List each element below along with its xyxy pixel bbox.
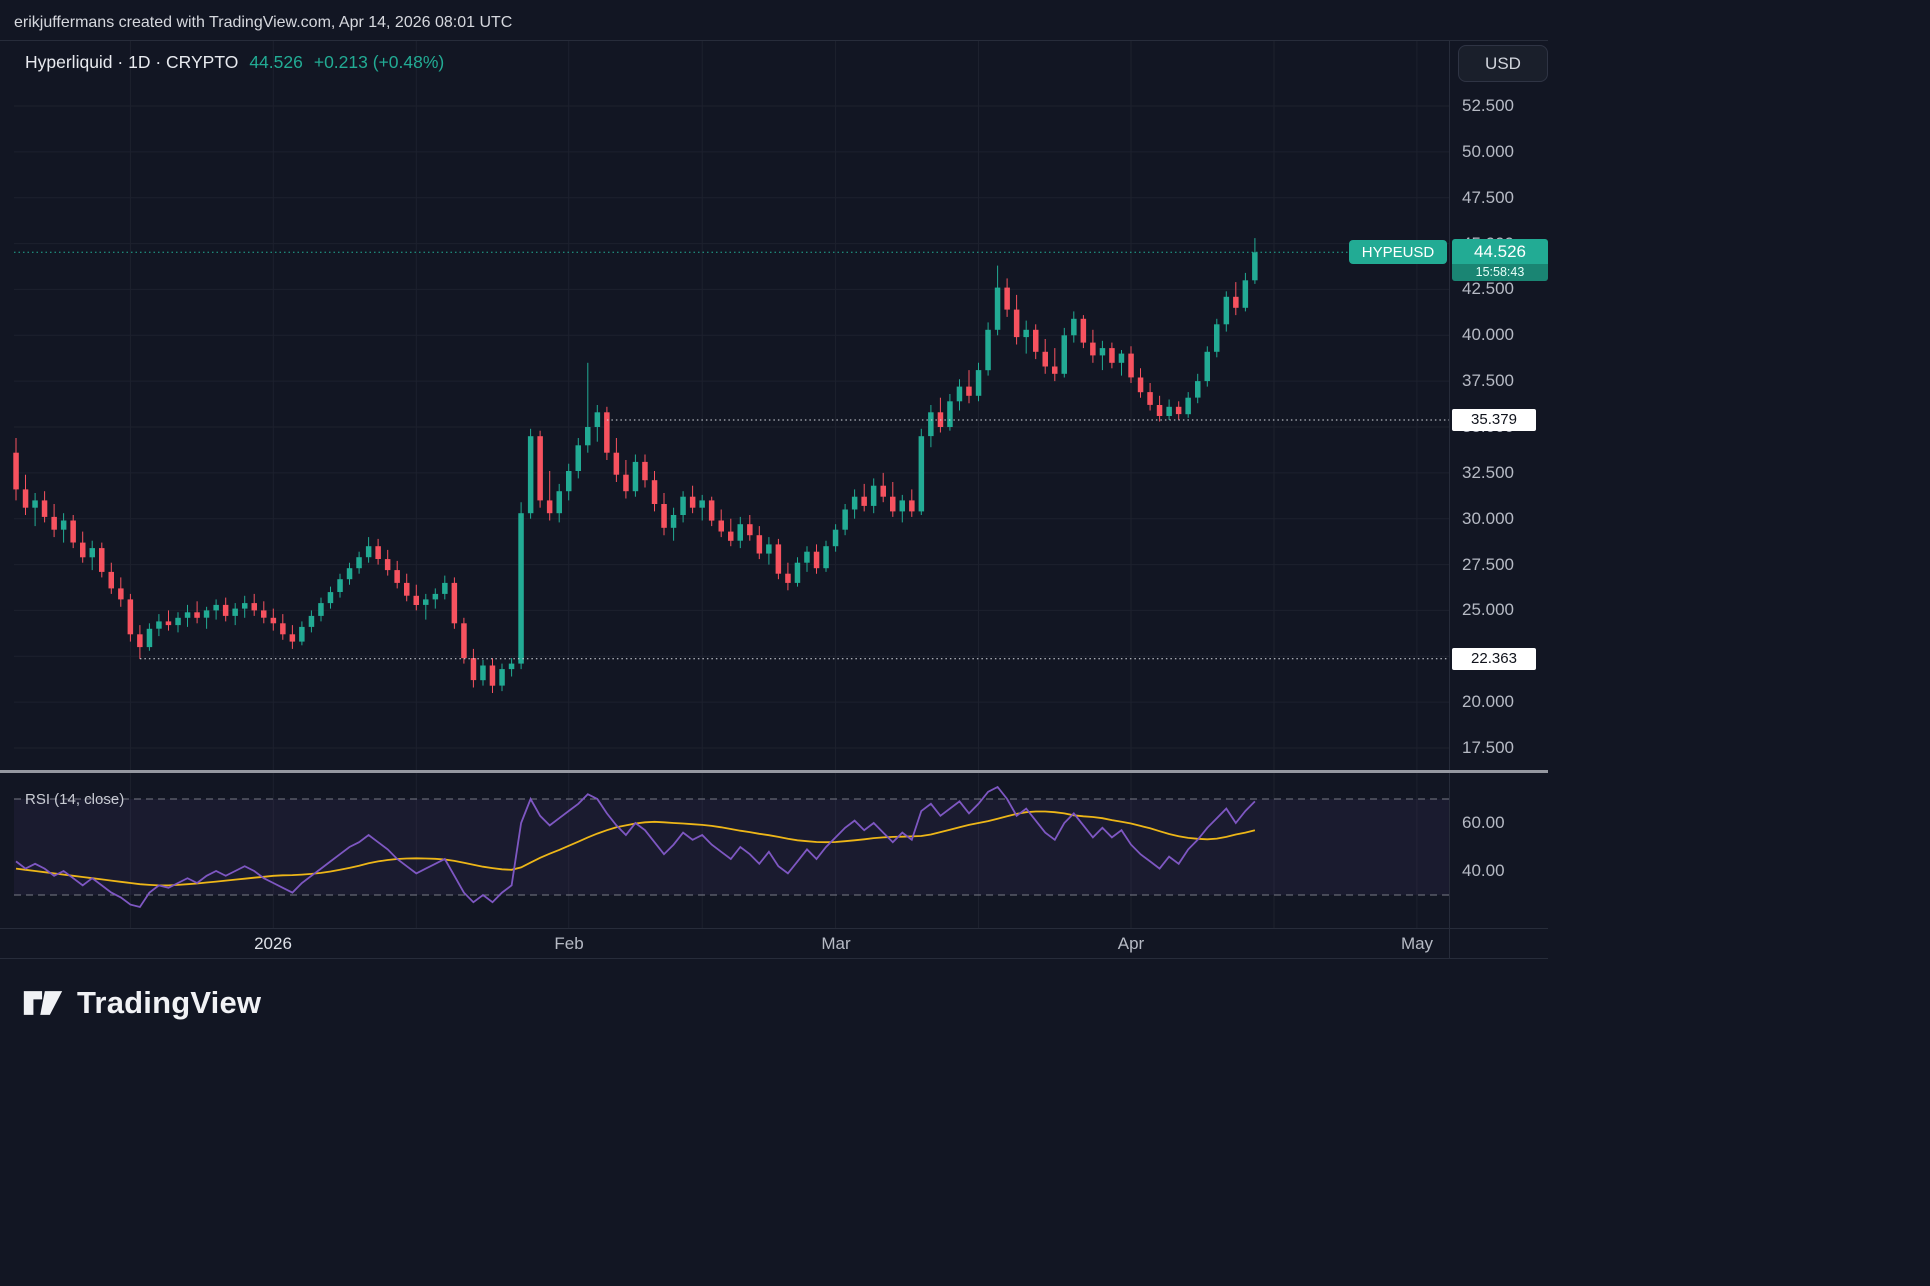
currency-usd-button[interactable]: USD	[1458, 45, 1548, 82]
time-tick-label: Mar	[821, 934, 851, 953]
time-tick-label: 2026	[254, 934, 292, 953]
price-tick-label: 32.500	[1462, 462, 1514, 482]
symbol-header: Hyperliquid · 1D · CRYPTO 44.526 +0.213 …	[25, 52, 444, 73]
attribution-text: erikjuffermans created with TradingView.…	[14, 14, 513, 31]
symbol-title: Hyperliquid · 1D · CRYPTO	[25, 52, 239, 72]
pane-separator[interactable]	[0, 770, 1548, 773]
price-tick-label: 52.500	[1462, 96, 1514, 115]
price-level-label: 22.363	[1452, 647, 1536, 670]
price-tick-label: 42.500	[1462, 279, 1514, 299]
price-tick-label: 40.000	[1462, 325, 1514, 345]
price-tick-label: 17.500	[1462, 738, 1514, 757]
rsi-indicator-label[interactable]: RSI (14, close)	[25, 791, 125, 808]
price-tick-label: 25.000	[1462, 600, 1514, 620]
header-last-price: 44.526	[249, 52, 303, 72]
time-tick-label: Apr	[1117, 934, 1145, 953]
time-tick-label: Feb	[554, 934, 584, 953]
last-price-value: 44.526	[1474, 242, 1526, 262]
price-level-lines	[14, 251, 1449, 660]
time-scale-border	[0, 928, 1548, 929]
price-tick-label: 20.000	[1462, 692, 1514, 712]
chart-gridlines	[14, 40, 1449, 928]
price-tick-label: 27.500	[1462, 554, 1514, 574]
price-scale-border	[1449, 40, 1450, 958]
time-scale[interactable]: 2026 Feb Mar Apr May	[0, 929, 1548, 958]
chart-bottom-border	[0, 958, 1548, 959]
candlestick-series	[13, 238, 1258, 693]
price-tick-label: 47.500	[1462, 187, 1514, 207]
bar-close-countdown: 15:58:43	[1452, 264, 1548, 282]
price-tick-label: 50.000	[1462, 141, 1514, 161]
rsi-tick-label: 40.00	[1462, 861, 1505, 880]
tradingview-logo-text: TradingView	[77, 985, 262, 1020]
last-price-axis-label: 44.526 15:58:43	[1452, 239, 1548, 282]
tradingview-logo[interactable]: TradingView	[22, 982, 261, 1024]
rsi-tick-label: 60.00	[1462, 813, 1505, 832]
price-tick-label: 37.500	[1462, 371, 1514, 391]
header-price-change: +0.213 (+0.48%)	[313, 52, 445, 72]
time-tick-label: May	[1400, 934, 1434, 953]
rsi-indicator-plot	[14, 785, 1449, 909]
chart-top-border	[0, 40, 1548, 41]
tradingview-logo-mark	[23, 991, 63, 1015]
price-scale[interactable]: 52.50050.00047.50045.00042.50040.00037.5…	[1449, 40, 1548, 928]
price-level-label: 35.379	[1452, 409, 1536, 432]
price-tick-label: 30.000	[1462, 508, 1514, 528]
symbol-price-badge: HYPEUSD	[1349, 240, 1447, 265]
